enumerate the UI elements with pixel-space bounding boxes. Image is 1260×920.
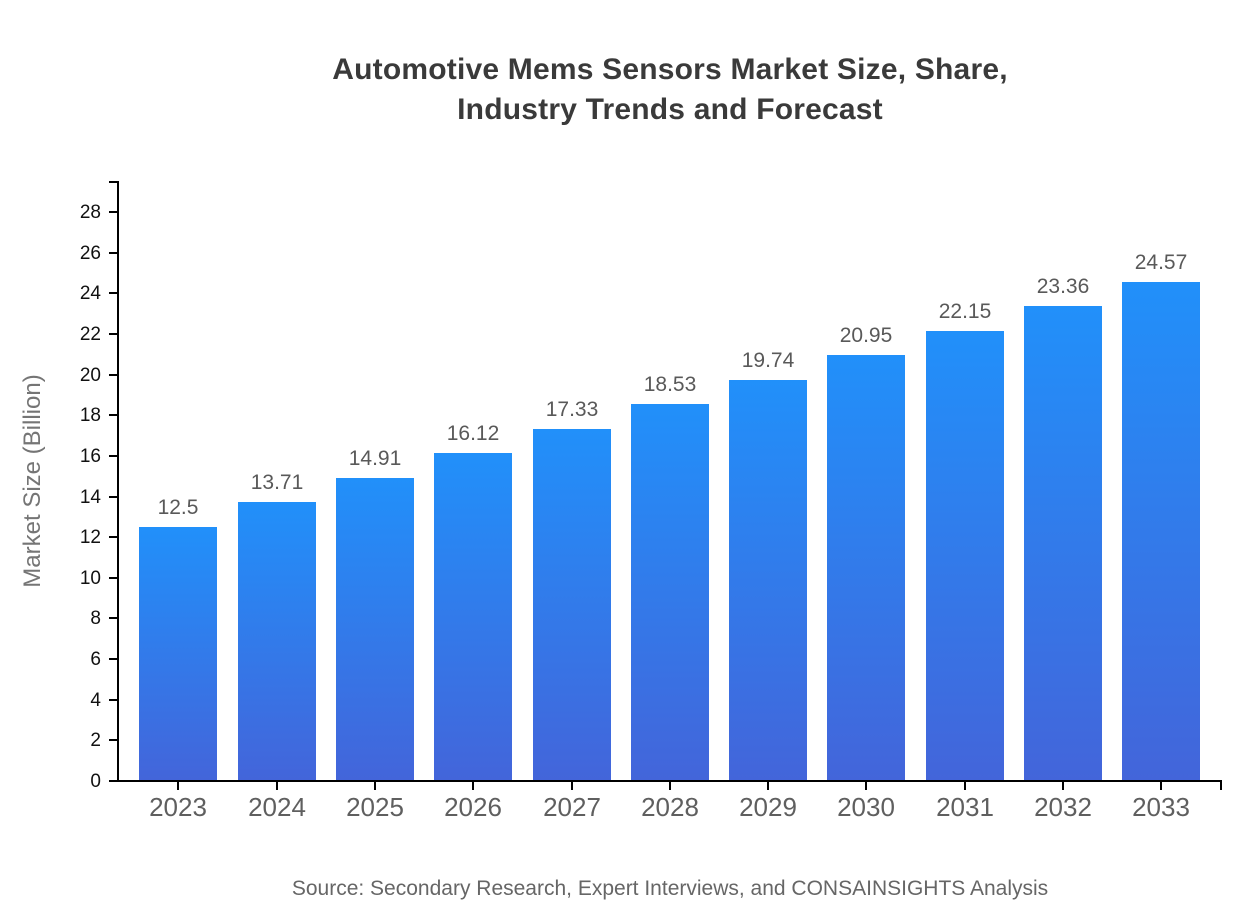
bar-2030 xyxy=(827,355,905,780)
x-axis-tick-label-2028: 2028 xyxy=(641,792,699,822)
y-axis-tick-label: 6 xyxy=(90,649,101,670)
y-axis-tick xyxy=(109,536,117,538)
x-axis-tick xyxy=(964,782,966,790)
bar-2028 xyxy=(631,404,709,780)
source-note: Source: Secondary Research, Expert Inter… xyxy=(291,877,1049,900)
bar-value-label-2032: 23.36 xyxy=(1036,275,1090,298)
x-axis-tick-label-2029: 2029 xyxy=(739,792,797,822)
y-axis-tick xyxy=(109,577,117,579)
bar-2031 xyxy=(926,331,1004,780)
y-axis-tick-label: 14 xyxy=(79,487,101,508)
bar-2033 xyxy=(1122,282,1200,780)
bar-2029 xyxy=(729,380,807,780)
y-axis-tick xyxy=(109,496,117,498)
x-axis-tick-label-2032: 2032 xyxy=(1034,792,1092,822)
x-axis-tick xyxy=(1062,782,1064,790)
bar-value-label-2028: 18.53 xyxy=(643,373,697,396)
bar-value-label-2031: 22.15 xyxy=(938,300,992,323)
x-axis-tick xyxy=(1160,782,1162,790)
y-axis-tick xyxy=(109,617,117,619)
y-axis-tick-label: 20 xyxy=(79,365,101,386)
x-axis-tick-label-2024: 2024 xyxy=(248,792,306,822)
x-axis-tick xyxy=(669,782,671,790)
y-axis-tick xyxy=(109,292,117,294)
y-axis-tick xyxy=(109,211,117,213)
bar-value-label-2023: 12.5 xyxy=(157,496,199,519)
x-axis-tick xyxy=(276,782,278,790)
bar-value-label-2029: 19.74 xyxy=(741,349,795,372)
y-axis-tick-label: 18 xyxy=(79,405,101,426)
x-axis-tick xyxy=(472,782,474,790)
bar-value-label-2024: 13.71 xyxy=(250,471,304,494)
y-axis-tick-label: 12 xyxy=(79,527,101,548)
chart-title: Automotive Mems Sensors Market Size, Sha… xyxy=(118,50,1222,130)
x-axis-tick-label-2023: 2023 xyxy=(149,792,207,822)
y-axis-tick-label: 24 xyxy=(79,283,101,304)
y-axis-tick-label: 4 xyxy=(90,690,101,711)
bar-2032 xyxy=(1024,306,1102,780)
bar-value-label-2025: 14.91 xyxy=(348,447,402,470)
y-axis-tick-label: 10 xyxy=(79,568,101,589)
y-axis-tick-label: 22 xyxy=(79,324,101,345)
bar-2027 xyxy=(533,429,611,780)
x-axis-tick-label-2027: 2027 xyxy=(543,792,601,822)
y-axis-tick-label: 28 xyxy=(79,202,101,223)
bar-value-label-2027: 17.33 xyxy=(545,398,599,421)
bar-2024 xyxy=(238,502,316,780)
y-axis-tick xyxy=(109,252,117,254)
bar-value-label-2026: 16.12 xyxy=(446,422,500,445)
bar-value-label-2030: 20.95 xyxy=(839,324,893,347)
chart-title-line1: Automotive Mems Sensors Market Size, Sha… xyxy=(332,53,1008,86)
y-axis-tick xyxy=(109,658,117,660)
x-axis-tick-label-2031: 2031 xyxy=(936,792,994,822)
y-axis-tick xyxy=(109,374,117,376)
y-axis-tick xyxy=(109,333,117,335)
y-axis-tick-label: 2 xyxy=(90,730,101,751)
x-axis-tick xyxy=(374,782,376,790)
x-axis-line xyxy=(117,780,1222,782)
y-axis-tick-label: 16 xyxy=(79,446,101,467)
x-axis-tick xyxy=(177,782,179,790)
chart-title-line2: Industry Trends and Forecast xyxy=(457,93,883,126)
y-axis-tick xyxy=(109,699,117,701)
y-axis-line xyxy=(117,181,119,782)
bar-value-label-2033: 24.57 xyxy=(1134,251,1188,274)
x-axis-tick-label-2025: 2025 xyxy=(346,792,404,822)
y-axis-tick xyxy=(109,455,117,457)
y-axis-tick xyxy=(109,739,117,741)
x-axis-tick xyxy=(767,782,769,790)
x-axis-tick-label-2033: 2033 xyxy=(1132,792,1190,822)
bar-2025 xyxy=(336,478,414,780)
bar-2023 xyxy=(139,527,217,780)
y-axis-end-tick xyxy=(109,181,117,183)
y-axis-tick-label: 26 xyxy=(79,243,101,264)
y-axis-tick-label: 8 xyxy=(90,608,101,629)
x-axis-tick-label-2026: 2026 xyxy=(444,792,502,822)
bar-2026 xyxy=(434,453,512,780)
x-axis-tick-label-2030: 2030 xyxy=(837,792,895,822)
y-axis-tick xyxy=(109,414,117,416)
y-axis-tick xyxy=(109,780,117,782)
x-axis-end-tick xyxy=(1220,782,1222,790)
x-axis-tick xyxy=(865,782,867,790)
y-axis-tick-label: 0 xyxy=(90,771,101,792)
x-axis-tick xyxy=(571,782,573,790)
